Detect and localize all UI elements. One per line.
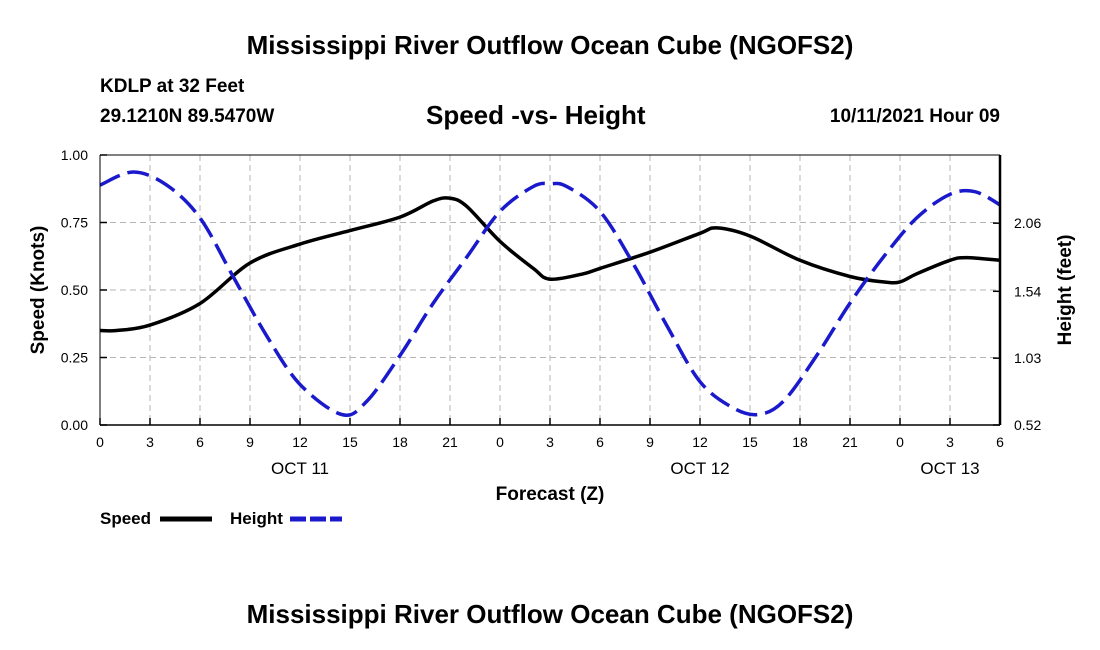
axis-ticks: 0 3 6 9 12 15 18 21 0 3 6 9 12 15 18 21 0 3 6 OCT 11 OCT 12 O… bbox=[61, 147, 1042, 478]
y-right-tick-label: 2.06 bbox=[1014, 215, 1041, 231]
chart-title: Mississippi River Outflow Ocean Cube (NG… bbox=[246, 30, 854, 60]
x-tick-label: 18 bbox=[392, 434, 408, 450]
x-tick-label: 3 bbox=[146, 434, 154, 450]
x-tick-label: 6 bbox=[196, 434, 204, 450]
series-layer bbox=[99, 170, 1001, 417]
legend-height-swatch bbox=[290, 516, 342, 522]
y-left-tick-label: 0.50 bbox=[61, 282, 88, 298]
y-axis-left-label: Speed (Knots) bbox=[28, 226, 49, 355]
date-label: OCT 12 bbox=[670, 459, 729, 478]
x-tick-label: 3 bbox=[946, 434, 954, 450]
y-right-tick-label: 0.52 bbox=[1014, 417, 1041, 433]
x-axis-label: Forecast (Z) bbox=[496, 484, 605, 505]
x-tick-label: 3 bbox=[546, 434, 554, 450]
legend-speed-label: Speed bbox=[100, 509, 152, 528]
y-left-tick-label: 0.00 bbox=[61, 417, 88, 433]
x-tick-label: 9 bbox=[646, 434, 654, 450]
x-tick-label: 12 bbox=[692, 434, 708, 450]
x-tick-label: 21 bbox=[842, 434, 858, 450]
footer-title: Mississippi River Outflow Ocean Cube (NG… bbox=[246, 599, 854, 629]
x-tick-label: 6 bbox=[996, 434, 1004, 450]
chart-subtitle: Speed -vs- Height bbox=[426, 100, 646, 130]
x-tick-label: 0 bbox=[896, 434, 904, 450]
y-right-tick-label: 1.54 bbox=[1014, 283, 1041, 299]
coordinates-label: 29.1210N 89.5470W bbox=[100, 106, 275, 127]
x-tick-label: 15 bbox=[342, 434, 358, 450]
y-right-tick-label: 1.03 bbox=[1014, 350, 1041, 366]
date-label: OCT 11 bbox=[271, 459, 329, 478]
date-label: OCT 13 bbox=[920, 459, 979, 478]
forecast-datetime: 10/11/2021 Hour 09 bbox=[829, 106, 1000, 127]
x-tick-label: 12 bbox=[292, 434, 308, 450]
grid-lines bbox=[100, 155, 1000, 425]
y-left-tick-label: 1.00 bbox=[61, 147, 88, 163]
height-series-line bbox=[99, 170, 1001, 417]
station-label: KDLP at 32 Feet bbox=[100, 76, 245, 97]
legend-speed-swatch bbox=[160, 516, 212, 522]
y-left-tick-label: 0.75 bbox=[61, 215, 88, 231]
y-left-tick-label: 0.25 bbox=[61, 350, 88, 366]
x-tick-label: 0 bbox=[496, 434, 504, 450]
x-tick-label: 6 bbox=[596, 434, 604, 450]
speed-series-line bbox=[99, 196, 1001, 333]
y-axis-right-label: Height (feet) bbox=[1055, 235, 1076, 346]
x-tick-label: 15 bbox=[742, 434, 758, 450]
x-tick-label: 21 bbox=[442, 434, 458, 450]
legend-height-label: Height bbox=[230, 509, 283, 528]
x-tick-label: 0 bbox=[96, 434, 104, 450]
x-tick-label: 18 bbox=[792, 434, 808, 450]
x-tick-label: 9 bbox=[246, 434, 254, 450]
